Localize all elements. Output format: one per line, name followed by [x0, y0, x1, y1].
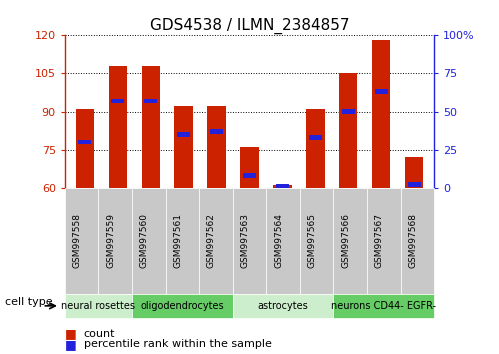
Text: GSM997560: GSM997560	[140, 213, 149, 268]
Text: GSM997565: GSM997565	[308, 213, 317, 268]
Bar	[372, 40, 390, 188]
Bar	[109, 66, 127, 188]
Text: GSM997568: GSM997568	[408, 213, 417, 268]
Bar	[275, 184, 289, 188]
Bar	[306, 109, 324, 188]
Text: GSM997562: GSM997562	[207, 213, 216, 268]
Text: count: count	[84, 329, 115, 339]
Text: GSM997566: GSM997566	[341, 213, 350, 268]
Text: percentile rank within the sample: percentile rank within the sample	[84, 339, 272, 349]
Bar	[75, 109, 94, 188]
Bar	[339, 73, 357, 188]
Bar	[273, 185, 291, 188]
Bar	[241, 147, 258, 188]
Text: ■: ■	[65, 338, 77, 351]
Text: GSM997558: GSM997558	[73, 213, 82, 268]
Text: neural rosettes: neural rosettes	[61, 301, 135, 311]
Bar	[78, 140, 91, 144]
Bar	[111, 98, 124, 103]
Text: GSM997567: GSM997567	[375, 213, 384, 268]
Bar	[405, 157, 424, 188]
Text: astrocytes: astrocytes	[257, 301, 308, 311]
Text: GDS4538 / ILMN_2384857: GDS4538 / ILMN_2384857	[150, 18, 349, 34]
Text: cell type: cell type	[5, 297, 52, 307]
Text: GSM997559: GSM997559	[106, 213, 115, 268]
Bar	[208, 107, 226, 188]
Bar	[142, 66, 160, 188]
Text: GSM997561: GSM997561	[173, 213, 182, 268]
Text: oligodendrocytes: oligodendrocytes	[141, 301, 224, 311]
Bar	[175, 107, 193, 188]
Bar	[309, 135, 322, 140]
Bar	[210, 129, 224, 133]
Text: GSM997564: GSM997564	[274, 213, 283, 268]
Bar	[342, 109, 355, 114]
Text: neurons CD44- EGFR-: neurons CD44- EGFR-	[331, 301, 436, 311]
Text: ■: ■	[65, 327, 77, 340]
Bar	[144, 98, 157, 103]
Bar	[177, 132, 190, 137]
Bar	[408, 182, 421, 187]
Bar	[243, 173, 256, 178]
Text: GSM997563: GSM997563	[241, 213, 250, 268]
Bar	[375, 90, 388, 94]
